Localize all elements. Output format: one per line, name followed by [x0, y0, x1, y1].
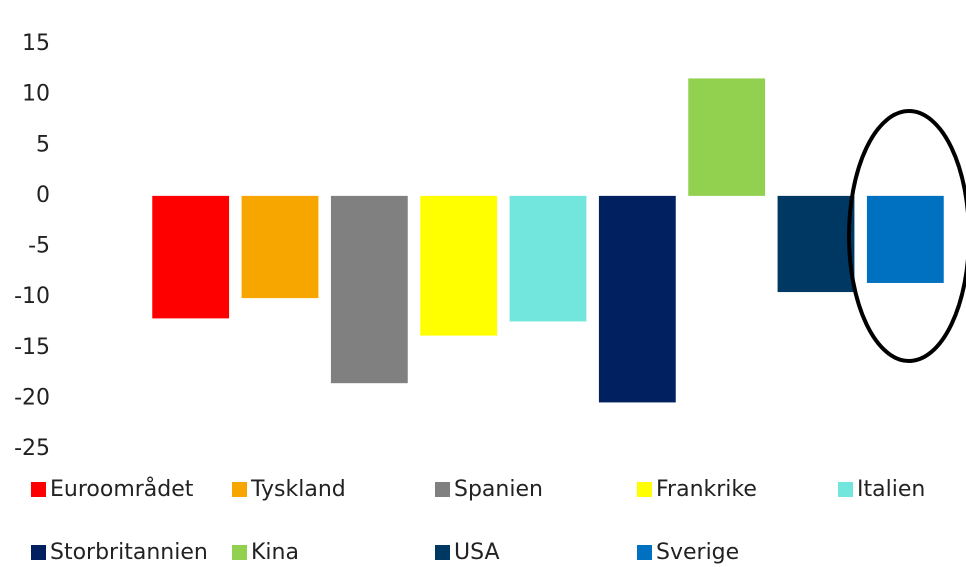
bar [509, 195, 587, 322]
legend-label: Italien [857, 477, 925, 502]
bar [241, 195, 319, 299]
bar [330, 195, 408, 384]
bar [420, 195, 498, 336]
y-tick-label: 5 [36, 132, 50, 157]
y-tick-label: 15 [22, 31, 50, 56]
y-tick-label: 10 [22, 82, 50, 107]
legend-swatch [31, 545, 46, 560]
bar [152, 195, 230, 319]
legend-label: Storbritannien [50, 540, 208, 565]
y-tick-label: 0 [36, 183, 50, 208]
legend-label: Spanien [454, 477, 543, 502]
y-tick-label: -5 [28, 234, 50, 259]
legend-swatch [838, 482, 853, 497]
y-tick-label: -20 [14, 385, 50, 410]
legend-label: USA [454, 540, 500, 565]
legend-swatch [232, 482, 247, 497]
legend-swatch [637, 482, 652, 497]
bar [688, 78, 766, 196]
legend-swatch [435, 482, 450, 497]
y-tick-label: -10 [14, 284, 50, 309]
legend-label: Tyskland [250, 477, 346, 502]
y-tick-label: -15 [14, 335, 50, 360]
bar [777, 195, 855, 293]
highlight-ellipse [847, 109, 966, 363]
legend-swatch [637, 545, 652, 560]
legend-label: Kina [251, 540, 299, 565]
legend-swatch [232, 545, 247, 560]
y-tick-label: -25 [14, 436, 50, 461]
legend-label: Euroområdet [50, 476, 194, 502]
legend-swatch [435, 545, 450, 560]
bar [866, 195, 944, 283]
legend-label: Sverige [656, 540, 739, 565]
legend-label: Frankrike [656, 477, 757, 502]
bar [598, 195, 676, 403]
legend-swatch [31, 482, 46, 497]
